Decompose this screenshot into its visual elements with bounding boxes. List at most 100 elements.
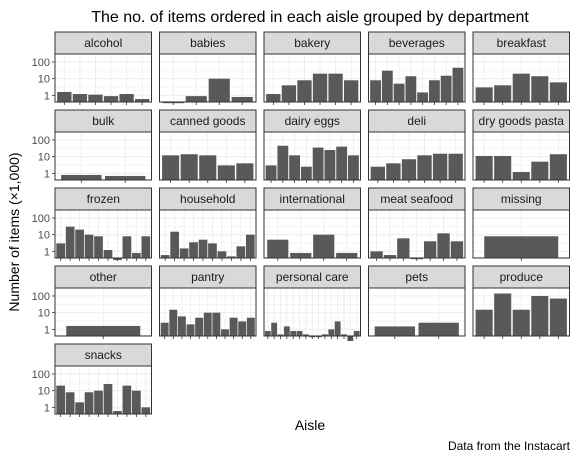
bar [264,330,271,336]
y-tick-label: 10 [38,308,50,320]
facet-border [159,53,257,103]
y-tick-label: 100 [32,291,50,303]
facet-panel-babies: babies [159,31,257,105]
facet-strip-label: personal care [276,270,349,284]
bar [56,385,66,414]
facet-strip-label: dairy eggs [285,114,340,128]
bar [246,317,255,336]
facet-strip-label: household [180,192,235,206]
bar [75,229,84,258]
bar [170,231,179,258]
facet-strip-label: bakery [294,36,330,50]
bar [132,390,141,414]
facet-strip-label: canned goods [170,114,245,128]
bar [475,87,493,102]
bar [185,96,207,102]
bar [324,150,336,180]
bar [322,334,328,336]
facet-panel-international: international [263,187,361,261]
bar [236,163,254,180]
bar [103,250,113,258]
bar [231,96,253,102]
facet-border [263,287,361,337]
bar [203,312,212,336]
bar [245,234,255,258]
y-tick-label: 1 [44,246,50,258]
facet-border [54,131,152,181]
facet-border [472,209,570,259]
y-tick-label: 1 [44,324,50,336]
bar [103,384,113,414]
facet-border [159,287,257,337]
y-tick-label: 1 [44,90,50,102]
bar [283,326,290,336]
facet-strip-label: beverages [389,36,445,50]
bar [328,73,343,102]
bar [72,94,88,102]
bar [383,255,397,258]
facet-panel-other: other 1 10 100 [32,265,152,339]
facet-panel-breakfast: breakfast [472,31,570,105]
facet-strip-label: alcohol [84,36,122,50]
bar [344,80,359,102]
facet-border [159,209,257,259]
bar [370,251,383,258]
y-tick-label: 10 [38,152,50,164]
bar [348,155,359,180]
bar [353,330,360,336]
facet-panel-snacks: snacks 1 10 100 [32,343,152,417]
bar [65,392,75,414]
facet-strip-label: meat seafood [380,192,453,206]
bar [122,385,132,414]
bar [267,239,289,258]
bar [103,96,119,102]
bar [119,94,134,102]
y-tick-label: 100 [32,57,50,69]
bar [494,85,512,102]
bar [160,322,169,336]
bar [195,317,204,336]
bar [84,234,94,258]
facet-strip-label: babies [190,36,225,50]
y-tick-label: 100 [32,213,50,225]
bar [494,293,512,336]
facet-panel-pantry: pantry [159,265,257,339]
facet-border [368,53,466,103]
y-axis-title: Number of items (×1,000) [6,152,22,311]
bar [370,80,381,102]
facet-panel-canned-goods: canned goods [159,109,257,183]
facet-border [54,287,152,337]
facet-panel-meat-seafood: meat seafood [368,187,466,261]
bar [401,159,417,180]
facet-strip-label: dry goods pasta [479,114,565,128]
bar [271,322,278,336]
bar [428,80,440,102]
bar [141,236,151,258]
bar [440,75,452,102]
bar [531,76,549,102]
bar [512,172,530,180]
bar [94,390,103,414]
bar [208,78,230,102]
bar [417,155,432,180]
bar [199,155,217,180]
bar [405,76,417,102]
bar [452,67,464,102]
facet-panel-missing: missing [472,187,570,261]
bar [141,407,151,414]
bar [549,82,567,102]
bar [94,236,103,258]
bar [549,154,567,180]
facet-strip-label: missing [501,192,542,206]
bar [450,241,464,258]
bar [265,165,277,180]
bar [300,166,312,180]
bar [418,322,459,336]
y-tick-label: 10 [38,74,50,86]
facet-panel-bakery: bakery [263,31,361,105]
bar [266,94,281,102]
bar [198,239,208,258]
bar [312,73,328,102]
y-tick-label: 1 [44,168,50,180]
facet-panel-produce: produce [472,265,570,339]
